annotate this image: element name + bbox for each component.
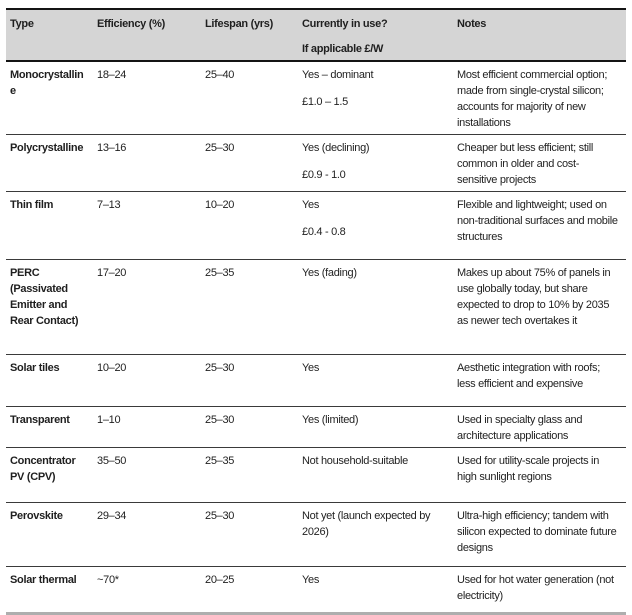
column-header-type: Type — [10, 18, 34, 30]
cell-efficiency: 29–34 — [97, 510, 127, 522]
cell-in-use: Yes (limited) — [298, 407, 453, 447]
cell-type: Concentrator PV (CPV) — [10, 455, 76, 483]
cell-notes: Flexible and lightweight; used on non-tr… — [457, 199, 618, 243]
cell-lifespan: 20–25 — [205, 574, 235, 586]
price-per-watt: £0.4 - 0.8 — [302, 226, 346, 238]
in-use-status: Not yet (launch expected by 2026) — [302, 510, 431, 538]
cell-notes: Used for hot water generation (not elect… — [457, 574, 614, 602]
cell-lifespan: 25–35 — [205, 267, 235, 279]
in-use-status: Yes — [302, 199, 320, 211]
cell-lifespan: 25–30 — [205, 510, 235, 522]
cell-in-use: Yes – dominant £1.0 – 1.5 — [298, 62, 453, 134]
price-per-watt: £0.9 - 1.0 — [302, 169, 346, 181]
in-use-status: Yes (fading) — [302, 267, 357, 279]
table-row-perovskite: Perovskite 29–34 25–30 Not yet (launch e… — [6, 503, 626, 567]
column-header-efficiency: Efficiency (%) — [97, 18, 165, 30]
table-header-row: Type Efficiency (%) Lifespan (yrs) Curre… — [6, 10, 626, 62]
cell-notes: Aesthetic integration with roofs; less e… — [457, 362, 600, 390]
solar-panel-types-table: Type Efficiency (%) Lifespan (yrs) Curre… — [6, 8, 626, 615]
cell-in-use: Yes (declining) £0.9 - 1.0 — [298, 135, 453, 191]
in-use-status: Yes — [302, 574, 320, 586]
column-header-price-sub: If applicable £/W — [302, 43, 384, 55]
cell-type: PERC (Passivated Emitter and Rear Contac… — [10, 267, 79, 327]
in-use-status: Yes (limited) — [302, 414, 359, 426]
table-row-thin-film: Thin film 7–13 10–20 Yes £0.4 - 0.8 Flex… — [6, 192, 626, 260]
cell-efficiency: 10–20 — [97, 362, 127, 374]
in-use-status: Yes — [302, 362, 320, 374]
cell-notes: Used in specialty glass and architecture… — [457, 414, 583, 442]
cell-efficiency: ~70* — [97, 574, 119, 586]
cell-lifespan: 10–20 — [205, 199, 235, 211]
cell-notes: Cheaper but less efficient; still common… — [457, 142, 594, 186]
cell-in-use: Yes £0.4 - 0.8 — [298, 192, 453, 259]
table-row-solar-thermal: Solar thermal ~70* 20–25 Yes Used for ho… — [6, 567, 626, 612]
cell-in-use: Yes — [298, 355, 453, 406]
cell-efficiency: 35–50 — [97, 455, 127, 467]
cell-type: Polycrystalline — [10, 142, 84, 154]
cell-notes: Used for utility-scale projects in high … — [457, 455, 600, 483]
cell-in-use: Yes (fading) — [298, 260, 453, 354]
cell-in-use: Yes — [298, 567, 453, 612]
cell-lifespan: 25–30 — [205, 362, 235, 374]
table-row-concentrator-pv: Concentrator PV (CPV) 35–50 25–35 Not ho… — [6, 448, 626, 503]
cell-notes: Most efficient commercial option; made f… — [457, 69, 608, 129]
in-use-status: Yes – dominant — [302, 69, 374, 81]
cell-efficiency: 7–13 — [97, 199, 121, 211]
table-row-monocrystalline: Monocrystalline 18–24 25–40 Yes – domina… — [6, 62, 626, 135]
cell-type: Perovskite — [10, 510, 63, 522]
cell-type: Transparent — [10, 414, 70, 426]
cell-efficiency: 13–16 — [97, 142, 127, 154]
cell-lifespan: 25–30 — [205, 142, 235, 154]
cell-type: Solar thermal — [10, 574, 77, 586]
cell-lifespan: 25–30 — [205, 414, 235, 426]
cell-in-use: Not yet (launch expected by 2026) — [298, 503, 453, 566]
cell-in-use: Not household-suitable — [298, 448, 453, 502]
in-use-status: Yes (declining) — [302, 142, 370, 154]
table-row-solar-tiles: Solar tiles 10–20 25–30 Yes Aesthetic in… — [6, 355, 626, 407]
in-use-status: Not household-suitable — [302, 455, 408, 467]
cell-lifespan: 25–40 — [205, 69, 235, 81]
column-header-in-use: Currently in use? If applicable £/W — [298, 10, 453, 60]
column-header-notes: Notes — [457, 18, 487, 30]
column-header-lifespan: Lifespan (yrs) — [205, 18, 273, 30]
cell-efficiency: 18–24 — [97, 69, 127, 81]
column-header-in-use-label: Currently in use? — [302, 18, 388, 30]
cell-notes: Makes up about 75% of panels in use glob… — [457, 267, 611, 327]
cell-type: Solar tiles — [10, 362, 60, 374]
price-per-watt: £1.0 – 1.5 — [302, 96, 348, 108]
table-row-polycrystalline: Polycrystalline 13–16 25–30 Yes (declini… — [6, 135, 626, 192]
table-row-perc: PERC (Passivated Emitter and Rear Contac… — [6, 260, 626, 355]
cell-lifespan: 25–35 — [205, 455, 235, 467]
cell-efficiency: 1–10 — [97, 414, 121, 426]
table-row-transparent: Transparent 1–10 25–30 Yes (limited) Use… — [6, 407, 626, 448]
cell-efficiency: 17–20 — [97, 267, 127, 279]
cell-type: Monocrystalline — [10, 69, 84, 97]
cell-notes: Ultra-high efficiency; tandem with silic… — [457, 510, 617, 554]
cell-type: Thin film — [10, 199, 54, 211]
